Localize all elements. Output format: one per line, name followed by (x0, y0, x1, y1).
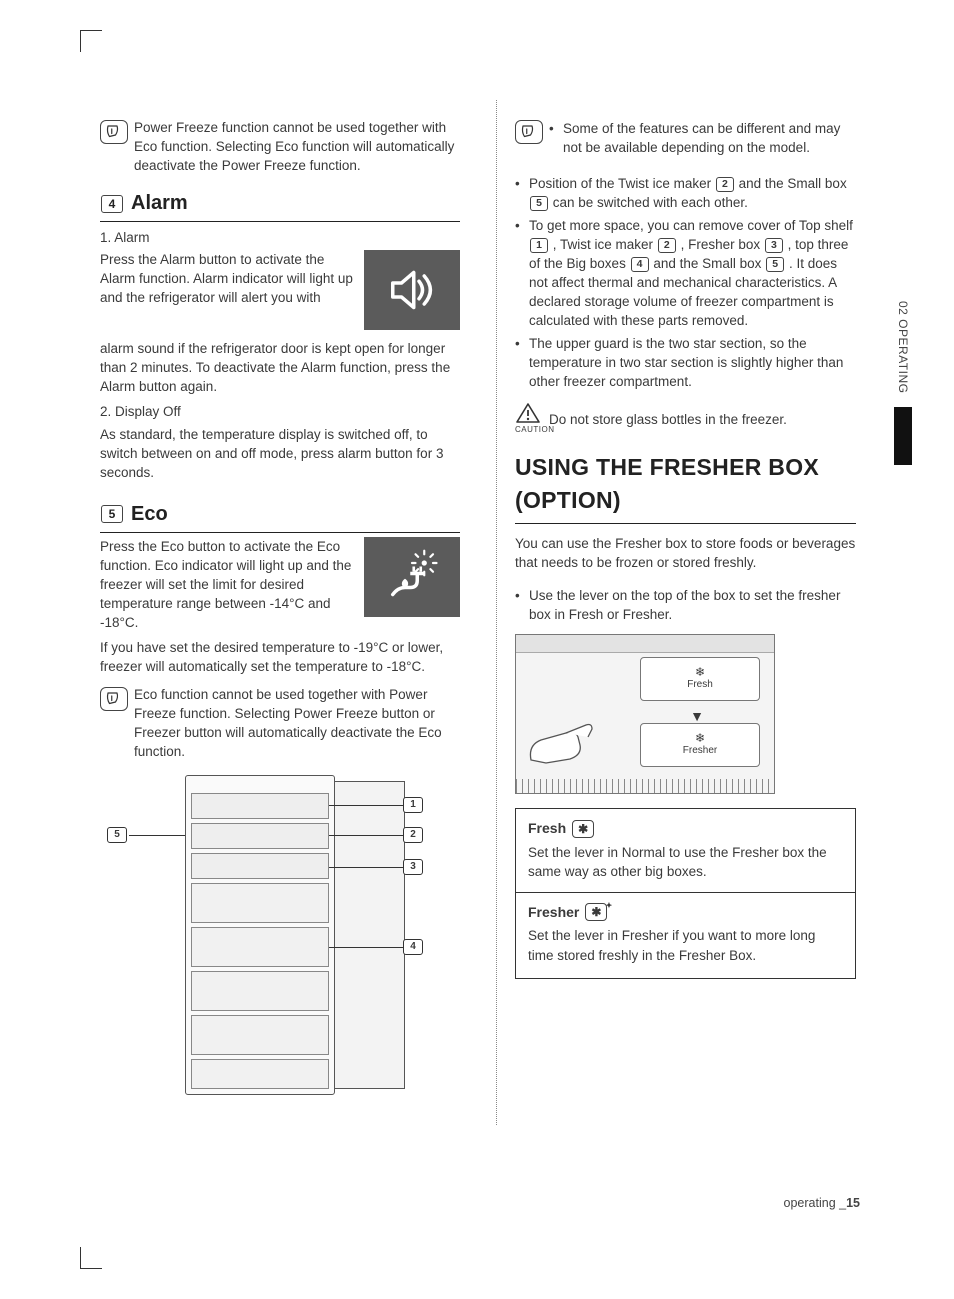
note-power-freeze: Power Freeze function cannot be used tog… (100, 118, 460, 175)
left-column: Power Freeze function cannot be used tog… (100, 100, 460, 1125)
footer-page: 15 (846, 1196, 860, 1210)
crop-mark-bl (80, 1247, 102, 1269)
note-features-text: Some of the features can be different an… (549, 119, 856, 157)
note-icon (515, 120, 543, 144)
note-features: Some of the features can be different an… (515, 118, 856, 160)
note-icon (100, 687, 128, 711)
lever-panel-fresher: ❄ Fresher (640, 723, 760, 767)
footer-prefix: operating _ (784, 1196, 847, 1210)
fresh-title: Fresh (528, 819, 566, 839)
eco-plug-icon (384, 549, 440, 605)
fresher-title: Fresher (528, 903, 579, 923)
alarm-icon-block (364, 250, 460, 330)
fresher-info-box: Fresh ✱ Set the lever in Normal to use t… (515, 808, 856, 978)
eco-icon-block (364, 537, 460, 617)
snowflake-icon: ❄ (695, 732, 705, 744)
eco-heading: 5 Eco (100, 500, 460, 532)
alarm-item1-text-b: alarm sound if the refrigerator door is … (100, 339, 460, 396)
note-eco: Eco function cannot be used together wit… (100, 685, 460, 762)
fresher-text: Set the lever in Fresher if you want to … (528, 926, 843, 964)
side-tab: 02 OPERATING (893, 295, 913, 465)
alarm-item2-title: 2. Display Off (100, 402, 460, 421)
bullet-upper-guard: The upper guard is the two star section,… (515, 334, 856, 391)
page-content: 02 OPERATING Power Freeze function canno… (100, 100, 860, 1210)
bullet-position: Position of the Twist ice maker 2 and th… (515, 174, 856, 212)
bullet-space: To get more space, you can remove cover … (515, 216, 856, 331)
snowflake-icon: ✱ (572, 820, 594, 838)
right-column: Some of the features can be different an… (496, 100, 856, 1125)
fresh-text: Set the lever in Normal to use the Fresh… (528, 843, 843, 881)
caution-row: CAUTION Do not store glass bottles in th… (515, 403, 856, 435)
crop-mark-tl (80, 30, 102, 52)
caution-icon: CAUTION (515, 403, 541, 435)
fresher-intro: You can use the Fresher box to store foo… (515, 534, 856, 572)
alarm-heading: 4 Alarm (100, 189, 460, 221)
fresher-heading: USING THE FRESHER BOX (OPTION) (515, 451, 856, 523)
alarm-item2-text: As standard, the temperature display is … (100, 425, 460, 482)
callout-3: 3 (403, 859, 423, 875)
fresher-title-row: Fresher ✱ ✦ (528, 903, 843, 923)
note-text: Power Freeze function cannot be used tog… (134, 118, 460, 175)
eco-badge: 5 (101, 505, 123, 523)
fresh-title-row: Fresh ✱ (528, 819, 843, 839)
right-bullets: Position of the Twist ice maker 2 and th… (515, 174, 856, 391)
callout-2: 2 (403, 827, 423, 843)
callout-5: 5 (107, 827, 127, 843)
caution-label: CAUTION (515, 424, 541, 435)
speaker-icon (384, 262, 440, 318)
lever-diagram: ❄ Fresh ▼ ❄ Fresher (515, 634, 775, 794)
hand-icon (526, 715, 596, 765)
callout-4: 4 (403, 939, 423, 955)
snowflake-icon: ❄ (695, 666, 705, 678)
snowflake-sparkle-icon: ✱ ✦ (585, 903, 607, 921)
callout-1: 1 (403, 797, 423, 813)
eco-title: Eco (131, 500, 168, 528)
lever-panel-fresh: ❄ Fresh (640, 657, 760, 701)
alarm-title: Alarm (131, 189, 188, 217)
eco-text-b: If you have set the desired temperature … (100, 638, 460, 676)
page-footer: operating _15 (784, 1196, 860, 1210)
alarm-badge: 4 (101, 195, 123, 213)
note-eco-text: Eco function cannot be used together wit… (134, 685, 460, 762)
side-tab-label: 02 OPERATING (893, 295, 913, 403)
caution-text: Do not store glass bottles in the freeze… (549, 410, 787, 429)
fresher-bullet: Use the lever on the top of the box to s… (515, 586, 856, 624)
alarm-item1-title: 1. Alarm (100, 228, 460, 247)
side-tab-marker (894, 407, 912, 465)
freezer-diagram: 1 2 3 4 5 (125, 775, 435, 1125)
note-icon (100, 120, 128, 144)
